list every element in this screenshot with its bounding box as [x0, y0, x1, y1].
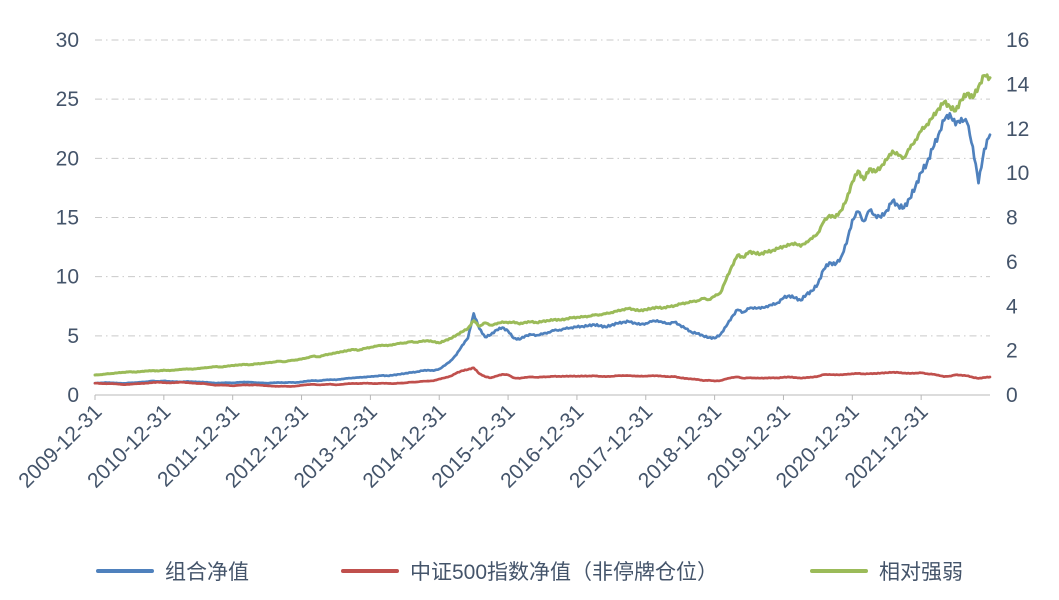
- legend-item-csi500-nav: 中证500指数净值（非停牌仓位）: [340, 556, 719, 586]
- right-axis-tick-label: 2: [1006, 340, 1018, 363]
- legend-label-csi500-nav: 中证500指数净值（非停牌仓位）: [409, 561, 719, 584]
- chart-svg: 05101520253002468101214162009-12-312010-…: [14, 29, 1030, 492]
- left-axis-tick-label: 10: [56, 266, 79, 289]
- legend-label-relative-strength: 相对强弱: [879, 561, 964, 584]
- left-axis-tick-label: 30: [56, 29, 79, 52]
- series-line-relative-strength: [93, 73, 992, 377]
- right-axis-tick-label: 12: [1006, 118, 1029, 141]
- right-axis-tick-label: 10: [1006, 162, 1029, 185]
- series-line-portfolio-nav: [93, 112, 992, 385]
- right-axis-tick-label: 16: [1006, 29, 1029, 52]
- chart-legend: 组合净值 中证500指数净值（非停牌仓位） 相对强弱: [0, 556, 1059, 586]
- left-axis-tick-label: 15: [56, 207, 79, 230]
- right-axis-tick-label: 14: [1006, 73, 1030, 96]
- legend-line-marker-green: [810, 569, 869, 573]
- series-line-csi500-nav: [93, 366, 992, 388]
- legend-item-portfolio-nav: 组合净值: [95, 556, 249, 586]
- right-axis-tick-label: 0: [1006, 384, 1018, 407]
- left-axis-tick-label: 25: [56, 88, 79, 111]
- left-axis-tick-label: 0: [67, 384, 79, 407]
- legend-line-marker-blue: [95, 569, 154, 573]
- legend-label-portfolio-nav: 组合净值: [164, 561, 249, 584]
- legend-item-relative-strength: 相对强弱: [810, 556, 963, 586]
- left-axis-tick-label: 20: [56, 147, 79, 170]
- right-axis-tick-label: 8: [1006, 207, 1018, 230]
- right-axis-tick-label: 6: [1006, 251, 1018, 274]
- right-axis-tick-label: 4: [1006, 295, 1018, 318]
- legend-line-marker-red: [340, 569, 399, 573]
- left-axis-tick-label: 5: [67, 325, 79, 348]
